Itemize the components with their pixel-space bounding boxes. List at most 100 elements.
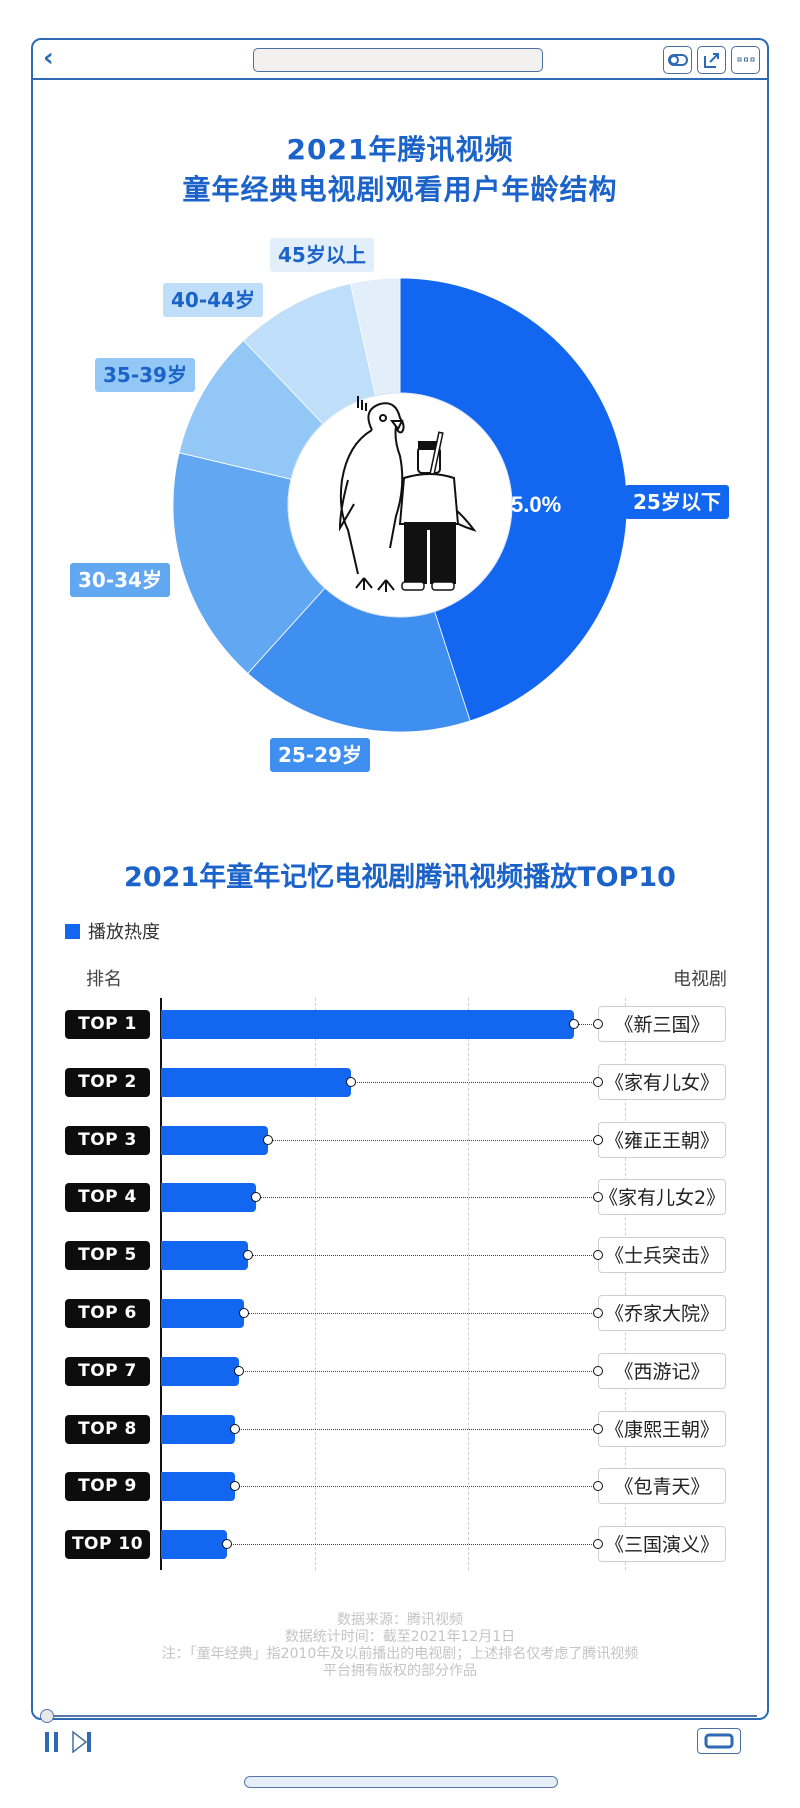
play-heat-bar [161,1414,236,1444]
fullscreen-icon[interactable] [697,1728,741,1754]
name-marker [593,1250,603,1261]
rank-badge: TOP 6 [65,1299,150,1328]
table-row: TOP 10 《三国演义》 [0,1526,800,1563]
age-donut-chart: 45.0% [172,277,628,733]
leader-line [239,1428,594,1430]
bar-end-marker [250,1192,261,1203]
donut-slices [172,277,628,733]
play-heat-bar [161,1010,574,1039]
rank-badge: TOP 8 [65,1414,150,1444]
table-row: TOP 6 《乔家大院》 [0,1295,800,1331]
leader-line [243,1370,594,1372]
label-30-34: 30-34岁 [70,563,170,597]
name-marker [593,1539,603,1550]
home-indicator [244,1776,558,1788]
progress-track[interactable] [43,1715,757,1717]
table-row: TOP 7 《西游记》 [0,1352,800,1389]
play-heat-bar [161,1067,351,1097]
footer-date: 数据统计时间：截至2021年12月1日 [284,1629,516,1645]
footer-source: 数据来源：腾讯视频 [337,1612,463,1628]
donut-title-line2: 童年经典电视剧观看用户年龄结构 [182,173,618,206]
rank-badge: TOP 10 [65,1530,150,1560]
table-row: TOP 8 《康熙王朝》 [0,1410,800,1447]
table-row: TOP 2 《家有儿女》 [0,1063,800,1100]
drama-name: 《新三国》 [598,1006,726,1042]
toggle-icon[interactable] [663,46,692,74]
leader-line [251,1255,594,1257]
leader-line [578,1024,594,1025]
play-heat-bar [161,1356,240,1386]
drama-name: 《家有儿女》 [598,1063,726,1100]
boy-figure [398,431,460,591]
name-marker [593,1134,603,1145]
y-axis-line [160,998,162,1570]
bar-end-marker [238,1308,249,1318]
more-dots-icon[interactable] [731,46,760,74]
play-heat-bar [161,1530,228,1560]
pause-icon[interactable] [43,1730,63,1758]
rank-badge: TOP 2 [65,1067,150,1097]
play-heat-bar [161,1241,248,1271]
drama-name: 《乔家大院》 [598,1295,726,1331]
donut-title-line1: 2021年腾讯视频 [286,133,514,166]
table-row: TOP 1 《新三国》 [0,1006,800,1042]
rank-badge: TOP 9 [65,1472,150,1502]
drama-name: 《雍正王朝》 [598,1121,726,1158]
bar-end-marker [242,1250,253,1261]
table-row: TOP 3 《雍正王朝》 [0,1121,800,1158]
gridline [468,998,469,1570]
leader-line [247,1313,594,1314]
label-under25: 25岁以下 [625,485,729,519]
name-marker [593,1365,603,1376]
gridline [625,998,626,1570]
bar-title: 2021年童年记忆电视剧腾讯视频播放TOP10 [124,862,676,893]
play-heat-bar [161,1472,236,1502]
skip-next-icon[interactable] [70,1730,94,1758]
table-row: TOP 4 《家有儿女2》 [0,1179,800,1216]
drama-name: 《三国演义》 [598,1526,726,1563]
url-bar[interactable] [253,48,543,72]
drama-name: 《士兵突击》 [598,1237,726,1274]
table-row: TOP 9 《包青天》 [0,1468,800,1505]
rank-badge: TOP 1 [65,1010,150,1039]
share-external-icon[interactable] [697,46,726,74]
play-heat-bar [161,1183,256,1213]
center-percent-label: 45.0% [499,492,561,517]
leader-line [239,1486,594,1488]
bar-end-marker [234,1365,245,1376]
bar-end-marker [230,1423,241,1434]
drama-name: 《西游记》 [598,1352,726,1389]
footer-note-cont: 平台拥有版权的部分作品 [323,1663,477,1679]
bar-legend: 播放热度 [65,918,160,944]
rank-badge: TOP 4 [65,1183,150,1213]
leader-line [272,1139,594,1141]
leader-line [354,1081,594,1083]
play-heat-bar [161,1299,244,1328]
gridline [315,998,316,1570]
progress-knob[interactable] [40,1709,54,1723]
name-marker [593,1481,603,1492]
leader-line [259,1197,594,1199]
label-35-39: 35-39岁 [95,358,195,392]
table-row: TOP 5 《士兵突击》 [0,1237,800,1274]
footer-note: 注：「童年经典」指2010年及以前播出的电视剧；上述排名仅考虑了腾讯视频 [161,1646,639,1662]
drama-name: 《包青天》 [598,1468,726,1505]
rank-badge: TOP 3 [65,1125,150,1155]
rank-badge: TOP 7 [65,1356,150,1386]
play-heat-bar [161,1125,269,1155]
legend-swatch [65,923,80,939]
drama-name: 《家有儿女2》 [598,1179,726,1216]
chevron-left-icon[interactable]: ‹ [43,43,54,73]
title-bar: ‹ [33,40,767,80]
leader-line [231,1544,594,1546]
axis-label-drama: 电视剧 [673,969,727,990]
name-marker [593,1308,603,1318]
bar-end-marker [222,1539,233,1550]
bar-end-marker [569,1019,579,1029]
drama-name: 《康熙王朝》 [598,1410,726,1447]
legend-label: 播放热度 [88,922,160,943]
bar-end-marker [345,1076,356,1087]
rank-badge: TOP 5 [65,1241,150,1271]
label-25-29: 25-29岁 [270,738,370,772]
name-marker [593,1019,603,1029]
